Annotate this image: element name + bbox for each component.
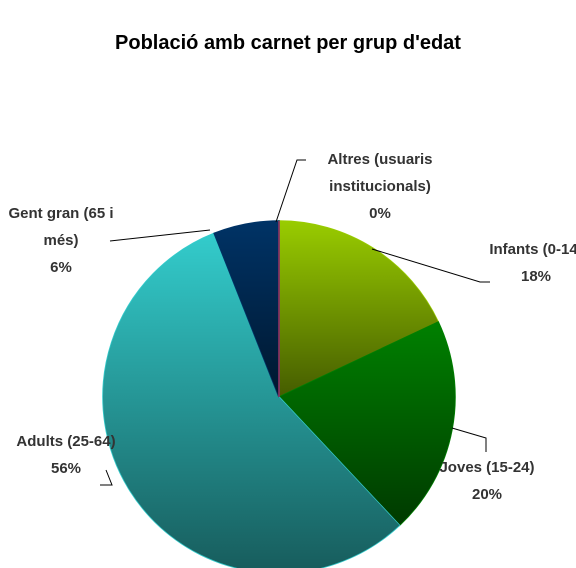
slice-label: Adults (25-64) 56% [16,428,116,482]
slice-label: Altres (usuaris institucionals) 0% [300,146,460,227]
slice-shade [214,221,279,397]
slice-shade [279,322,455,526]
slice-shade [103,233,400,568]
category-label: Altres (usuaris institucionals) [327,151,433,195]
slice-shade [279,221,439,397]
category-label: Gent gran (65 i més) [8,205,114,249]
chart-title: Població amb carnet per grup d'edat [115,32,461,54]
leader-line [451,427,487,452]
category-label: Infants (0-14) [489,241,576,258]
value-label: 20% [471,486,503,503]
value-label: 56% [50,460,82,477]
slice-label: Gent gran (65 i més) 6% [2,200,120,281]
leader-line [371,248,490,283]
category-label: Adults (25-64) [16,433,116,450]
leader-line [100,469,113,486]
value-label: 0% [369,205,391,222]
value-label: 6% [50,259,72,276]
slice-label: Infants (0-14) 18% [486,236,576,290]
value-label: 18% [520,268,552,285]
leader-line [109,229,211,242]
leader-line [275,159,306,223]
slice-label: Joves (15-24) 20% [437,454,537,508]
category-label: Joves (15-24) [439,459,535,476]
